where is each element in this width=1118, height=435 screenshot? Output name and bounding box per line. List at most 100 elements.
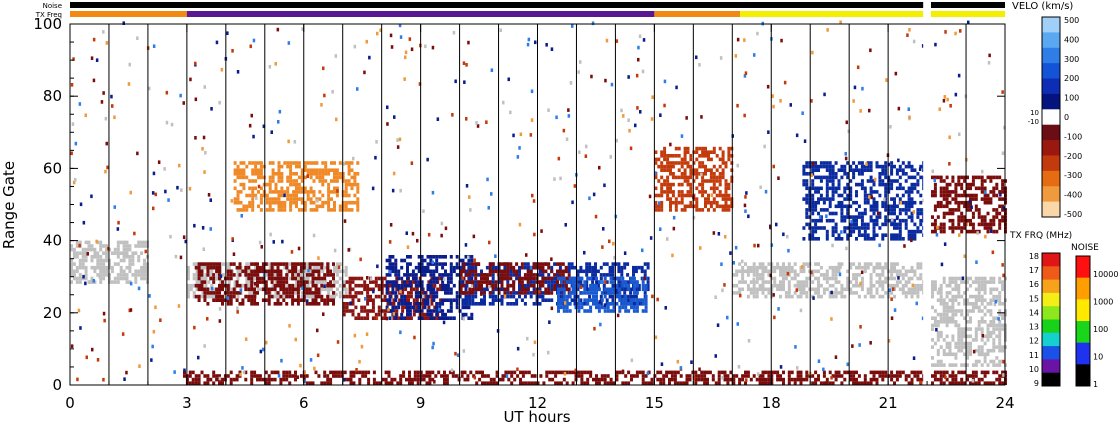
echo-cell — [526, 280, 530, 284]
echo-cell — [468, 294, 472, 299]
echo-cell — [429, 312, 433, 317]
echo-cell — [635, 302, 639, 306]
echo-cell — [480, 287, 483, 292]
echo-cell — [770, 374, 774, 378]
echo-cell — [860, 168, 864, 172]
echo-cell — [388, 316, 392, 320]
echo-cell — [977, 175, 981, 180]
echo-cell — [782, 265, 785, 270]
echo-cell — [831, 193, 835, 198]
echo-cell — [945, 316, 949, 320]
echo-cell — [1001, 283, 1005, 288]
echo-cell — [857, 374, 861, 378]
echo-cell — [435, 294, 439, 299]
echo-cell — [200, 280, 204, 284]
echo-cell — [954, 186, 958, 191]
echo-cell — [998, 377, 1002, 382]
echo-cell — [403, 316, 407, 320]
echo-cell — [113, 280, 117, 284]
echo-cell — [669, 197, 672, 201]
echo-cell — [825, 287, 829, 292]
echo-cell — [367, 381, 371, 385]
echo-cell — [238, 302, 242, 306]
echo-cell — [787, 381, 791, 385]
echo-cell — [314, 370, 318, 375]
echo-cell — [942, 316, 946, 320]
echo-cell — [963, 327, 967, 331]
echo-cell — [983, 341, 987, 346]
echo-cell — [887, 182, 891, 187]
echo-cell — [969, 208, 972, 212]
echo-cell — [267, 294, 271, 299]
echo-cell — [855, 208, 858, 212]
echo-cell — [712, 190, 716, 194]
echo-cell — [480, 273, 483, 277]
echo-cell — [333, 168, 336, 172]
echo-cell — [116, 240, 120, 245]
echo-cell — [250, 273, 254, 277]
echo-cell — [729, 377, 733, 382]
echo-cell — [939, 359, 943, 364]
echo-cell — [464, 312, 468, 317]
echo-cell — [557, 291, 560, 295]
echo-cell — [248, 200, 252, 205]
echo-cell — [817, 164, 820, 169]
echo-cell — [559, 280, 563, 284]
echo-cell — [605, 298, 609, 302]
echo-cell — [113, 247, 117, 252]
echo-cell — [890, 222, 894, 227]
echo-cell — [586, 298, 590, 302]
echo-cell — [939, 330, 943, 335]
echo-cell — [887, 276, 891, 281]
echo-cell — [960, 200, 964, 205]
echo-cell — [694, 374, 698, 378]
echo-cell — [860, 280, 864, 284]
echo-cell — [980, 283, 984, 288]
echo-cell — [951, 352, 955, 357]
echo-cell — [506, 283, 510, 288]
echo-cell — [866, 381, 870, 385]
echo-cell — [233, 280, 237, 284]
echo-cell — [831, 186, 835, 191]
echo-cell — [267, 377, 271, 382]
echo-cell — [683, 208, 687, 212]
echo-cell — [735, 374, 739, 378]
echo-cell — [849, 197, 853, 201]
echo-cell — [400, 258, 404, 263]
echo-cell — [294, 262, 297, 266]
echo-cell — [825, 377, 829, 382]
echo-cell — [674, 175, 678, 180]
echo-cell — [869, 287, 873, 292]
echo-cell — [980, 215, 984, 219]
echo-cell — [323, 302, 327, 306]
echo-cell — [395, 276, 399, 281]
echo-cell — [90, 255, 94, 259]
echo-cell — [834, 161, 838, 165]
echo-cell — [344, 265, 348, 270]
echo-cell — [805, 374, 809, 378]
echo-cell — [557, 276, 560, 281]
echo-cell — [817, 211, 820, 216]
echo-cell — [951, 179, 955, 183]
echo-cell — [951, 276, 955, 281]
echo-cell — [671, 154, 675, 158]
echo-cell — [247, 273, 251, 277]
echo-cell — [739, 293, 742, 298]
echo-cell — [491, 273, 495, 277]
echo-cell — [969, 294, 972, 299]
echo-cell — [945, 370, 949, 375]
echo-cell — [394, 291, 398, 295]
echo-cell — [245, 164, 249, 169]
echo-cell — [957, 226, 961, 230]
echo-cell — [344, 186, 348, 191]
echo-cell — [354, 316, 358, 320]
echo-cell — [399, 381, 403, 385]
echo-cell — [632, 374, 636, 378]
echo-cell — [974, 370, 978, 375]
echo-cell — [356, 172, 360, 176]
echo-cell — [939, 222, 943, 227]
echo-cell — [992, 186, 996, 191]
echo-cell — [819, 218, 823, 223]
echo-cell — [852, 381, 856, 385]
echo-cell — [834, 204, 838, 209]
